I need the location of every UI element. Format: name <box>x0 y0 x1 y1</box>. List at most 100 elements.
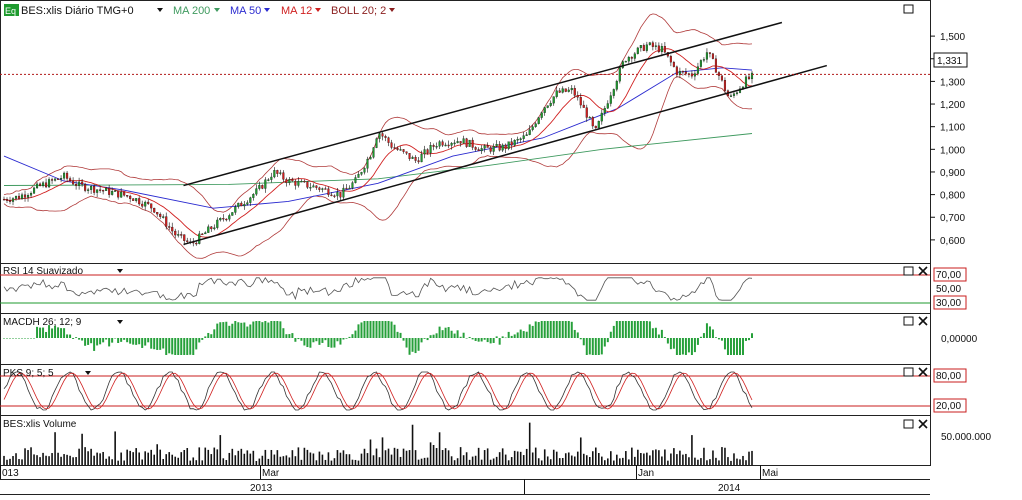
candle-body <box>477 149 480 152</box>
macd-bar <box>45 331 48 338</box>
volume-bar <box>324 459 327 465</box>
macd-bar <box>231 323 234 338</box>
rsi-title[interactable]: RSI 14 Suavizado <box>3 266 83 277</box>
pks-dropdown-icon[interactable] <box>85 371 91 375</box>
candle-body <box>528 129 531 135</box>
volume-bar <box>207 449 210 465</box>
ma50-dropdown-icon[interactable] <box>264 8 270 12</box>
candle-body <box>342 187 345 198</box>
macd-bar <box>162 338 165 349</box>
volume-bar <box>357 460 360 465</box>
volume-bar <box>48 456 50 465</box>
volume-bar <box>15 453 17 465</box>
candle-body <box>216 219 219 228</box>
macd-bar <box>627 321 630 338</box>
boll-dropdown-icon[interactable] <box>389 8 395 12</box>
macd-bar <box>372 321 375 338</box>
boll-label[interactable]: BOLL 20; 2 <box>331 5 386 17</box>
candle-body <box>630 56 633 59</box>
macd-bar <box>567 321 570 338</box>
rsi-close-icon[interactable] <box>918 266 928 276</box>
candle-body <box>336 192 339 197</box>
maximize-main-icon[interactable] <box>903 4 914 14</box>
candle-body <box>537 117 540 124</box>
macd-bar <box>738 338 741 355</box>
rsi-maximize-icon[interactable] <box>903 266 914 276</box>
candle-body <box>285 179 288 184</box>
macd-maximize-icon[interactable] <box>903 316 914 326</box>
volume-bar <box>694 457 696 465</box>
trend-channel-upper-line[interactable] <box>183 21 783 187</box>
macd-bar <box>3 338 5 339</box>
trend-channel-lower-line[interactable] <box>183 64 828 246</box>
volume-bar <box>255 460 258 465</box>
volume-bar <box>315 460 318 465</box>
candle-body <box>486 145 489 148</box>
candle-body <box>600 112 603 122</box>
rsi-line <box>3 276 753 301</box>
volume-bar <box>111 459 113 465</box>
volume-bar <box>159 449 162 465</box>
volume-bar <box>186 448 189 465</box>
macd-title[interactable]: MACDH 26; 12; 9 <box>3 317 82 328</box>
pks-close-icon[interactable] <box>918 367 928 377</box>
volume-bar <box>336 450 339 465</box>
ma12-dropdown-icon[interactable] <box>315 8 321 12</box>
macd-close-icon[interactable] <box>918 316 928 326</box>
candle-body <box>489 147 492 152</box>
candle-body <box>390 142 393 148</box>
macd-bar <box>642 321 645 338</box>
volume-bar <box>72 457 74 465</box>
macd-bar <box>570 321 573 338</box>
candle-body <box>744 76 748 88</box>
pks-maximize-icon[interactable] <box>903 367 914 377</box>
volume-bar <box>162 458 165 465</box>
volume-bar <box>718 460 720 465</box>
candle-body <box>270 176 273 180</box>
macd-bar <box>483 338 486 340</box>
macd-bar <box>657 334 660 338</box>
macd-bar <box>723 338 726 350</box>
ma12-label[interactable]: MA 12 <box>281 5 312 17</box>
ma200-dropdown-icon[interactable] <box>214 8 220 12</box>
candle-body <box>165 216 168 227</box>
volume-bar <box>474 455 477 465</box>
volume-bar <box>631 447 633 465</box>
macd-dropdown-icon[interactable] <box>117 320 123 324</box>
candle-body <box>72 180 75 185</box>
volume-bar <box>129 450 131 465</box>
volume-bar <box>628 459 630 465</box>
volume-bar <box>510 457 513 465</box>
candle-body <box>240 202 243 207</box>
macd-bar <box>51 328 54 338</box>
volume-maximize-icon[interactable] <box>903 419 914 429</box>
eq-badge[interactable] <box>4 4 19 16</box>
volume-bar <box>123 460 125 465</box>
candle-body <box>534 123 537 127</box>
volume-bar <box>237 450 240 465</box>
candle-body <box>384 136 387 138</box>
pks-title[interactable]: PKS 9; 5; 5 <box>3 368 54 379</box>
macd-bar <box>717 338 720 340</box>
volume-close-icon[interactable] <box>918 419 928 429</box>
rsi-dropdown-icon[interactable] <box>117 269 123 273</box>
symbol-label[interactable]: BES:xlis Diário TMG+0 <box>21 5 134 17</box>
price-panel <box>0 13 930 259</box>
volume-bar <box>456 458 459 465</box>
volume-bar <box>414 450 417 465</box>
macd-bar <box>714 337 717 338</box>
macd-bar <box>369 321 372 338</box>
candle-body <box>180 234 183 236</box>
volume-bar <box>132 452 134 465</box>
candle-body <box>132 198 135 201</box>
ma50-label[interactable]: MA 50 <box>230 5 261 17</box>
volume-bar <box>288 457 291 465</box>
macd-bar <box>525 331 528 338</box>
volume-bar <box>81 433 83 465</box>
symbol-dropdown-icon[interactable] <box>157 8 163 12</box>
candle-body <box>69 178 72 181</box>
candle-body <box>552 96 555 104</box>
macd-bar <box>327 338 330 347</box>
macd-bar <box>705 323 708 338</box>
ma200-label[interactable]: MA 200 <box>173 5 210 17</box>
